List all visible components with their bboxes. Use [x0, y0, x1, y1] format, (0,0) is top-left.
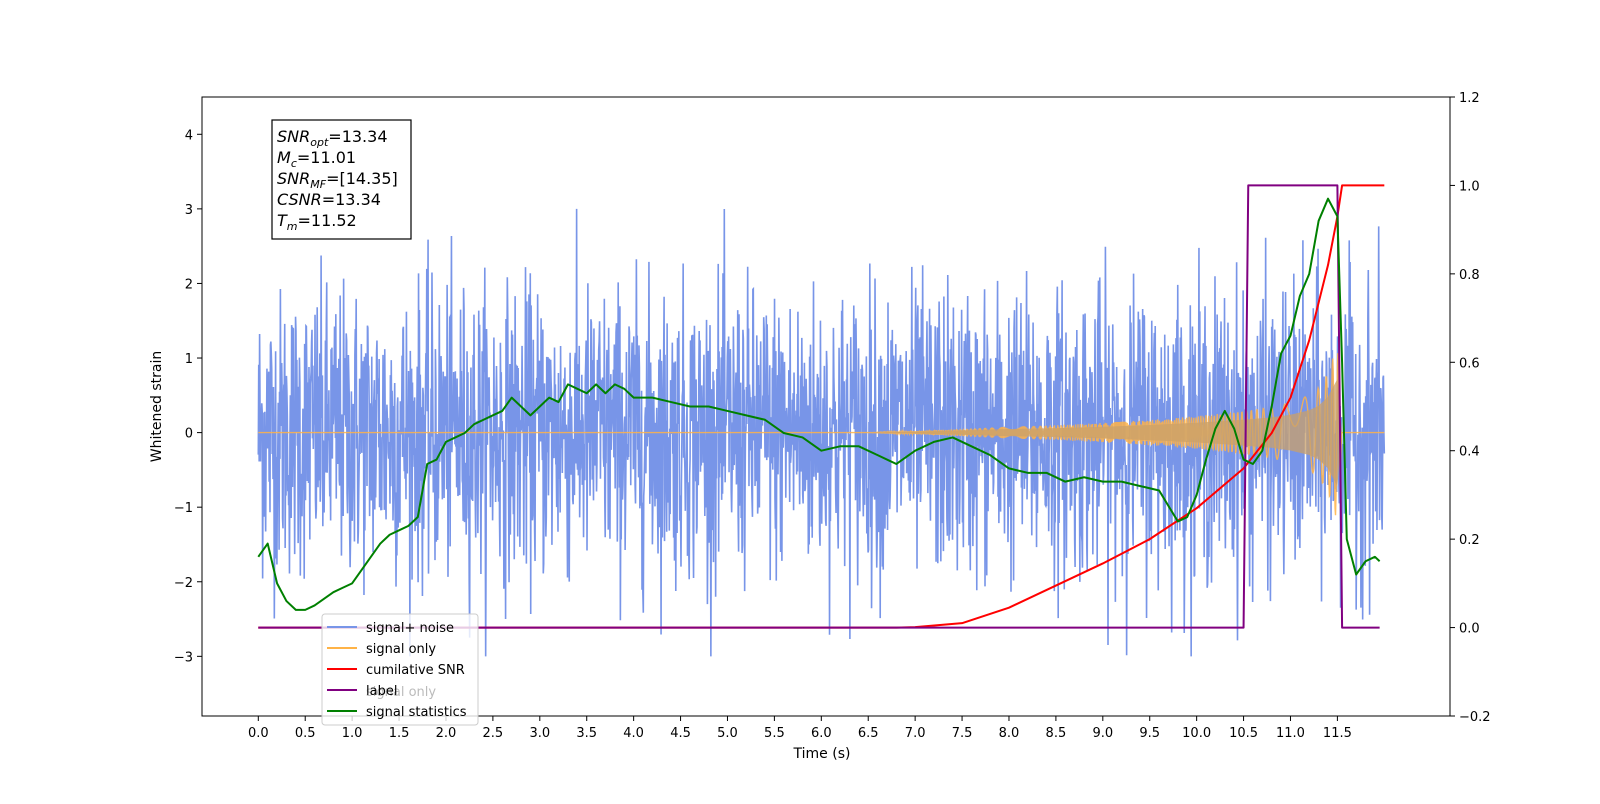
y2-tick-label: 0.6 — [1459, 356, 1480, 371]
x-tick-label: 1.5 — [389, 726, 410, 741]
y-tick-label: 3 — [185, 203, 193, 218]
legend-label: signal only — [366, 642, 436, 657]
x-tick-label: 9.0 — [1092, 726, 1113, 741]
info-line: Tm=11.52 — [277, 211, 357, 233]
y-tick-label: 2 — [185, 277, 193, 292]
x-tick-label: 10.5 — [1229, 726, 1258, 741]
info-line-symbol: SNR — [277, 127, 310, 146]
info-line-symbol: SNR — [277, 169, 310, 188]
x-tick-label: 8.5 — [1046, 726, 1067, 741]
info-line: CSNR=13.34 — [277, 190, 381, 209]
info-line-symbol: CSNR — [277, 190, 322, 209]
legend-label: cumilative SNR — [366, 663, 465, 678]
series-label-line — [258, 184, 1380, 629]
info-line-value: =[14.35] — [326, 169, 398, 188]
info-line-value: =13.34 — [328, 127, 387, 146]
x-tick-label: 8.0 — [999, 726, 1020, 741]
info-line-value: =11.52 — [298, 211, 357, 230]
x-tick-label: 11.5 — [1323, 726, 1352, 741]
info-line-value: =11.01 — [297, 148, 356, 167]
info-line-subscript: c — [291, 157, 297, 170]
x-tick-label: 0.0 — [248, 726, 269, 741]
plot-frame — [201, 96, 1451, 717]
legend-label: signal statistics — [366, 705, 467, 720]
x-tick-label: 7.5 — [952, 726, 973, 741]
x-tick-label: 6.0 — [811, 726, 832, 741]
x-tick-label: 3.5 — [576, 726, 597, 741]
y-tick-label: −2 — [174, 576, 193, 591]
y2-tick-label: 1.2 — [1459, 91, 1480, 106]
series-cumulative-snr-line — [258, 184, 1385, 629]
y2-tick-label: 0.0 — [1459, 622, 1480, 637]
x-tick-label: 4.0 — [623, 726, 644, 741]
info-line: SNRopt=13.34 — [277, 127, 388, 149]
x-tick-label: 9.5 — [1139, 726, 1160, 741]
y2-tick-label: 0.4 — [1459, 445, 1480, 460]
y2-tick-label: 0.2 — [1459, 533, 1480, 548]
y-tick-label: 1 — [185, 352, 193, 367]
info-line-subscript: m — [287, 220, 298, 233]
x-tick-label: 7.0 — [905, 726, 926, 741]
info-line-subscript: MF — [310, 178, 326, 191]
x-tick-label: 6.5 — [858, 726, 879, 741]
y2-tick-label: 1.0 — [1459, 179, 1480, 194]
series-signal-only-envelope — [868, 379, 1343, 487]
y-tick-label: 4 — [185, 128, 193, 143]
legend-label: signal+ noise — [366, 621, 454, 636]
x-tick-label: 1.0 — [342, 726, 363, 741]
info-line-symbol: M — [277, 148, 291, 167]
x-tick-label: 5.0 — [717, 726, 738, 741]
y-tick-label: 0 — [185, 427, 193, 442]
x-tick-label: 3.0 — [529, 726, 550, 741]
info-line-symbol: T — [277, 211, 288, 230]
x-axis-label: Time (s) — [793, 746, 851, 762]
info-line-subscript: opt — [310, 136, 329, 149]
x-tick-label: 4.5 — [670, 726, 691, 741]
x-tick-label: 5.5 — [764, 726, 785, 741]
x-tick-label: 2.0 — [436, 726, 457, 741]
y-axis-label: Whitened strain — [149, 351, 165, 462]
y2-tick-label: −0.2 — [1459, 710, 1491, 725]
info-box — [271, 119, 412, 240]
series-signal-noise-line — [257, 208, 1386, 657]
info-line-value: =13.34 — [322, 190, 381, 209]
legend-box — [321, 613, 479, 726]
legend-ghost-text: signal only — [366, 685, 436, 700]
y-tick-label: −3 — [174, 650, 193, 665]
y-tick-label: −1 — [174, 501, 193, 516]
x-tick-label: 10.0 — [1182, 726, 1211, 741]
legend-label: label — [366, 684, 397, 699]
x-tick-label: 11.0 — [1276, 726, 1305, 741]
info-line: Mc=11.01 — [277, 148, 356, 170]
series-signal-statistics-line — [257, 197, 1381, 611]
x-tick-label: 0.5 — [295, 726, 316, 741]
x-tick-label: 2.5 — [483, 726, 504, 741]
y2-tick-label: 0.8 — [1459, 268, 1480, 283]
info-line: SNRMF=[14.35] — [277, 169, 398, 191]
